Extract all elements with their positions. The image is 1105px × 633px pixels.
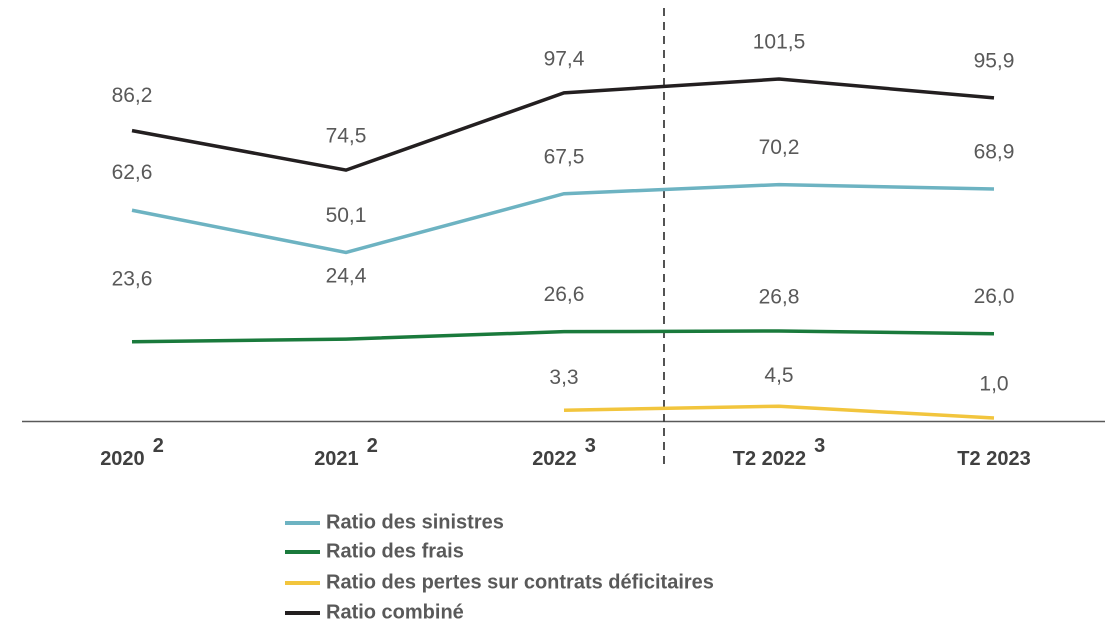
data-label: 3,3 xyxy=(549,366,578,389)
x-tick-label: 2020 2 xyxy=(100,435,164,470)
data-label: 86,2 xyxy=(112,84,153,107)
series-line xyxy=(131,182,995,255)
legend-label: Ratio des pertes sur contrats déficitair… xyxy=(326,571,714,593)
data-label: 26,8 xyxy=(759,286,800,309)
category: 2020 xyxy=(100,448,145,470)
legend-label: Ratio des sinistres xyxy=(326,511,504,533)
data-label: 50,1 xyxy=(326,204,367,227)
x-tick-label: 2021 2 xyxy=(314,435,378,470)
data-label: 67,5 xyxy=(544,145,585,168)
data-label: 68,9 xyxy=(974,141,1015,164)
legend-label: Ratio des frais xyxy=(326,540,464,562)
data-label: 26,0 xyxy=(974,285,1015,308)
category: 2021 xyxy=(314,448,359,470)
x-tick-label: 2022 3 xyxy=(532,435,596,470)
footnote: 3 xyxy=(585,435,596,457)
series-line xyxy=(131,329,995,344)
x-tick-label: T2 2023 xyxy=(957,448,1030,470)
x-tick-label: T2 2022 3 xyxy=(733,435,826,470)
data-label: 62,6 xyxy=(112,161,153,184)
data-label: 97,4 xyxy=(544,47,585,70)
data-label: 26,6 xyxy=(544,283,585,306)
data-label: 95,9 xyxy=(974,49,1015,72)
series-line xyxy=(563,404,995,420)
data-label: 74,5 xyxy=(326,125,367,148)
data-label: 1,0 xyxy=(979,373,1008,396)
data-label: 24,4 xyxy=(326,265,367,288)
legend-label: Ratio combiné xyxy=(326,601,464,623)
data-label: 23,6 xyxy=(112,267,153,290)
category: T2 2023 xyxy=(957,448,1030,470)
series-line xyxy=(131,77,995,172)
category: 2022 xyxy=(532,448,577,470)
footnote: 2 xyxy=(153,435,164,457)
footnote: 3 xyxy=(814,435,825,457)
footnote: 2 xyxy=(367,435,378,457)
data-label: 70,2 xyxy=(759,136,800,159)
category: T2 2022 xyxy=(733,448,806,470)
data-label: 101,5 xyxy=(753,31,806,54)
data-label: 4,5 xyxy=(764,364,793,387)
